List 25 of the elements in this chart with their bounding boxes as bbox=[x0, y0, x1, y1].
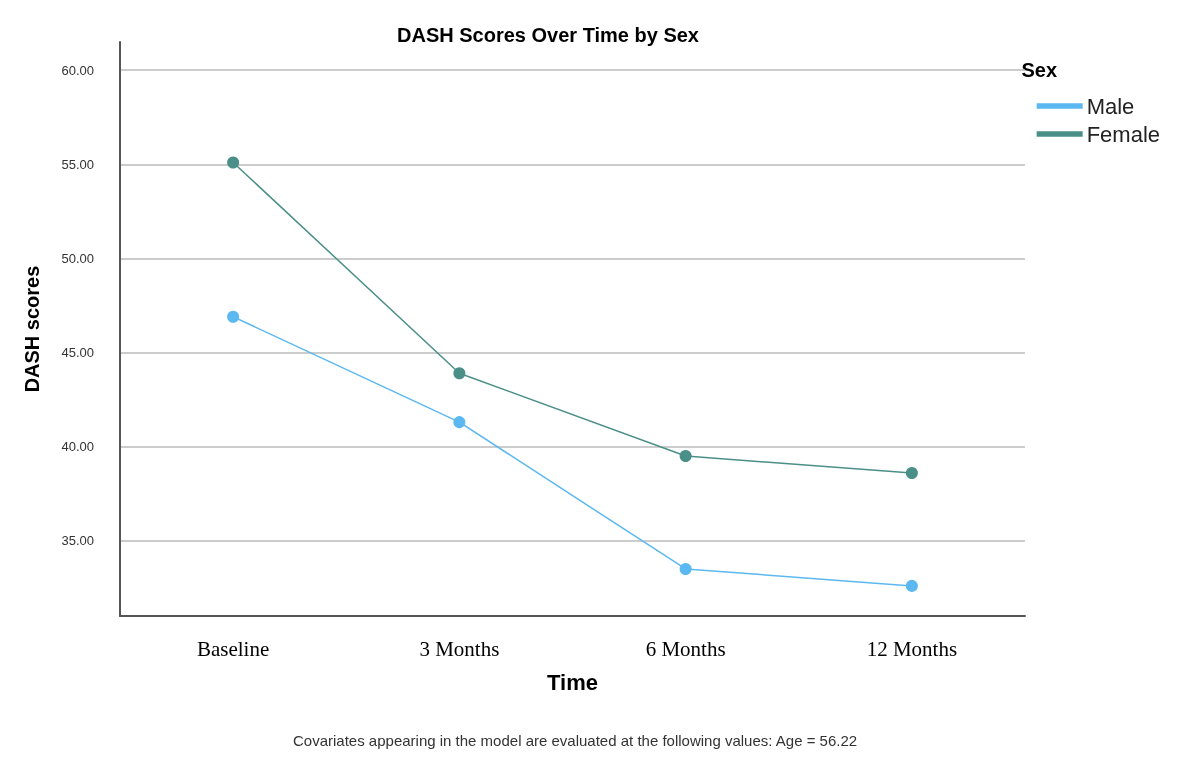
text: Covariates appearing in the model are evaluated at the following values: Age = 56.22 bbox=[293, 732, 858, 749]
legend-label: Male bbox=[1086, 93, 1135, 119]
y-tick-label: 45.00 bbox=[61, 345, 94, 361]
point bbox=[905, 466, 918, 479]
x-tick-label: 3 Months bbox=[419, 636, 500, 661]
y-tick-label: 50.00 bbox=[61, 250, 94, 266]
point bbox=[227, 310, 240, 323]
y-tick-label: 40.00 bbox=[61, 439, 94, 455]
y-tick-label: 55.00 bbox=[61, 156, 94, 172]
legend-label: Female bbox=[1086, 121, 1160, 147]
y-tick-label: 60.00 bbox=[61, 62, 94, 78]
x-tick-label: 6 Months bbox=[645, 636, 726, 661]
x-tick-label: 12 Months bbox=[866, 636, 958, 661]
x-axis-title: Time bbox=[547, 669, 598, 695]
point bbox=[453, 367, 466, 380]
point bbox=[453, 416, 466, 429]
point bbox=[679, 450, 692, 463]
point bbox=[227, 156, 240, 169]
legend-title: Sex bbox=[1021, 59, 1058, 81]
chart-title: DASH Scores Over Time by Sex bbox=[397, 24, 699, 46]
y-axis-title: DASH scores bbox=[21, 265, 43, 393]
x-tick-label: Baseline bbox=[196, 636, 270, 661]
point bbox=[905, 579, 918, 592]
y-tick-label: 35.00 bbox=[61, 533, 94, 549]
point bbox=[679, 562, 692, 575]
